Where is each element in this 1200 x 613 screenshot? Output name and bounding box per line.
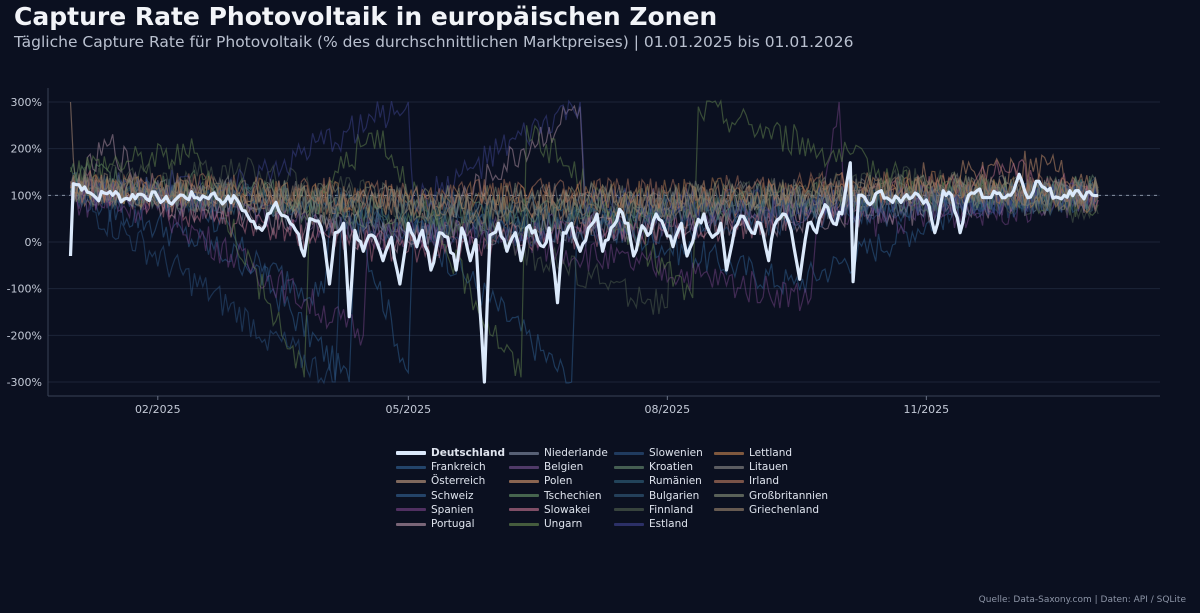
legend-item: Tschechien: [509, 489, 614, 503]
legend-swatch: [509, 494, 539, 498]
legend-label: Deutschland: [431, 447, 505, 460]
legend-swatch: [714, 494, 744, 498]
legend-label: Polen: [544, 475, 573, 488]
legend-item: Rumänien: [614, 474, 714, 488]
x-tick-label: 11/2025: [903, 403, 949, 416]
legend-swatch: [509, 508, 539, 512]
legend-swatch: [714, 508, 744, 512]
x-tick-label: 02/2025: [135, 403, 181, 416]
legend-label: Griechenland: [749, 503, 820, 516]
series-line-großbritannien: [70, 172, 1099, 217]
x-tick-label: 05/2025: [385, 403, 431, 416]
legend-swatch: [614, 465, 644, 469]
series-line-deutschland: [68, 161, 1099, 384]
legend-swatch: [509, 479, 539, 483]
series-line-finnland: [70, 156, 1099, 315]
legend-label: Finnland: [649, 503, 694, 516]
legend-item: Lettland: [714, 446, 834, 460]
legend-label: Bulgarien: [649, 489, 700, 502]
legend-item: Spanien: [396, 503, 509, 517]
legend-label: Kroatien: [649, 461, 693, 474]
legend-label: Irland: [749, 475, 780, 488]
legend-label: Frankreich: [431, 461, 486, 474]
legend-label: Spanien: [431, 503, 474, 516]
legend-item: Deutschland: [396, 446, 509, 460]
legend-swatch: [396, 508, 426, 512]
legend-label: Slowakei: [544, 503, 591, 516]
legend-label: Portugal: [431, 518, 475, 531]
legend-swatch: [714, 465, 744, 469]
legend-label: Estland: [649, 518, 688, 531]
legend-item: Slowakei: [509, 503, 614, 517]
series-line-rumänien: [69, 174, 1099, 229]
legend-item: Österreich: [396, 474, 509, 488]
legend-item: Kroatien: [614, 460, 714, 474]
y-tick-label: 0%: [25, 236, 42, 249]
legend-swatch: [396, 522, 426, 526]
legend-swatch: [396, 465, 426, 469]
y-tick-label: 200%: [11, 143, 42, 156]
legend-label: Tschechien: [544, 489, 602, 502]
legend-swatch: [614, 451, 644, 455]
legend-item: Slowenien: [614, 446, 714, 460]
legend-item: Frankreich: [396, 460, 509, 474]
legend-swatch: [714, 479, 744, 483]
series-line-estland: [69, 99, 1099, 221]
legend-item: Litauen: [714, 460, 834, 474]
legend-label: Belgien: [544, 461, 584, 474]
legend-label: Großbritannien: [749, 489, 829, 502]
legend-label: Ungarn: [544, 518, 583, 531]
y-tick-label: -200%: [7, 329, 42, 342]
legend-item: Polen: [509, 474, 614, 488]
legend-swatch: [396, 494, 426, 498]
legend-item: Estland: [614, 517, 714, 531]
legend-swatch: [614, 508, 644, 512]
legend-item: Finnland: [614, 503, 714, 517]
legend-swatch: [614, 522, 644, 526]
series-line-griechenland: [69, 172, 1099, 226]
legend-label: Schweiz: [431, 489, 474, 502]
y-tick-label: 100%: [11, 189, 42, 202]
legend-label: Lettland: [749, 447, 793, 460]
legend-item: Schweiz: [396, 489, 509, 503]
y-tick-label: -300%: [7, 376, 42, 389]
legend-swatch: [714, 451, 744, 455]
y-tick-label: -100%: [7, 283, 42, 296]
legend-item: Ungarn: [509, 517, 614, 531]
legend-item: Niederlande: [509, 446, 614, 460]
legend-item: Irland: [714, 474, 834, 488]
legend-label: Österreich: [431, 475, 486, 488]
chart-subtitle: Tägliche Capture Rate für Photovoltaik (…: [14, 33, 854, 51]
legend-label: Rumänien: [649, 475, 702, 488]
chart-title: Capture Rate Photovoltaik in europäische…: [14, 2, 718, 31]
chart-legend: Deutschland Frankreich Österreich Schweiz Sp…: [396, 446, 834, 531]
legend-swatch: [509, 522, 539, 526]
legend-swatch: [509, 465, 539, 469]
legend-item: Großbritannien: [714, 489, 834, 503]
source-note: Quelle: Data-Saxony.com | Daten: API / S…: [978, 595, 1186, 605]
y-tick-label: 300%: [11, 96, 42, 109]
legend-item: Bulgarien: [614, 489, 714, 503]
legend-swatch: [614, 494, 644, 498]
legend-swatch: [396, 479, 426, 483]
legend-swatch: [509, 451, 539, 455]
legend-swatch: [614, 479, 644, 483]
legend-label: Niederlande: [544, 447, 608, 460]
legend-item: Belgien: [509, 460, 614, 474]
legend-item: Griechenland: [714, 503, 834, 517]
legend-label: Slowenien: [649, 447, 703, 460]
legend-swatch: [396, 451, 426, 456]
legend-item: Portugal: [396, 517, 509, 531]
x-tick-label: 08/2025: [644, 403, 690, 416]
legend-label: Litauen: [749, 461, 789, 474]
